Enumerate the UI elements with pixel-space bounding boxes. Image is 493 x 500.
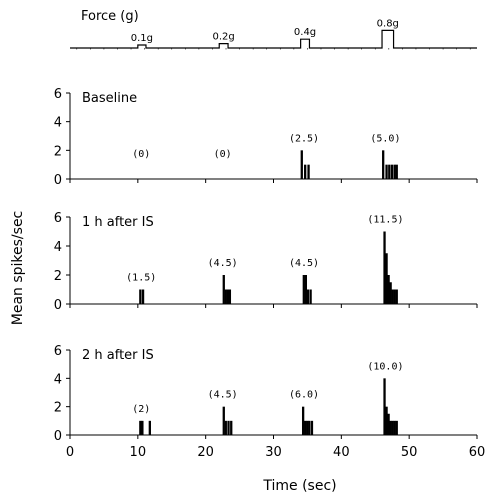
force-pulse-label: 0.1g bbox=[131, 33, 153, 44]
histogram-bar bbox=[393, 164, 396, 179]
histogram-bar bbox=[387, 275, 390, 304]
histogram-bar bbox=[304, 275, 308, 304]
y-tick-label: 0 bbox=[54, 429, 62, 444]
histogram-bar bbox=[139, 289, 142, 304]
force-pulse-label: 0.4g bbox=[294, 27, 316, 38]
histogram-bar bbox=[391, 420, 394, 435]
response-annotation: (4.5) bbox=[208, 258, 238, 269]
histogram-bar bbox=[387, 413, 390, 435]
histogram-bar bbox=[385, 253, 388, 304]
x-tick-label: 50 bbox=[401, 445, 418, 460]
histogram-bar bbox=[306, 289, 310, 304]
x-tick-label: 40 bbox=[333, 445, 350, 460]
response-annotation: (10.0) bbox=[367, 361, 403, 372]
response-annotation: (11.5) bbox=[367, 215, 403, 226]
histogram-bar bbox=[385, 164, 388, 179]
histogram-bar bbox=[226, 289, 229, 304]
force-trace-title: Force (g) bbox=[81, 9, 139, 24]
x-tick-label: 60 bbox=[469, 445, 486, 460]
histogram-bar bbox=[383, 378, 386, 435]
histogram-bar bbox=[395, 289, 398, 304]
histogram-bar bbox=[300, 150, 303, 179]
response-annotation: (6.0) bbox=[289, 390, 319, 401]
histogram-bar bbox=[224, 289, 227, 304]
histogram-bar bbox=[310, 420, 314, 435]
panel-1: 0 2 4 6 Baseline (0) (0) (2.5) (5.0) bbox=[54, 87, 478, 188]
histogram-bar bbox=[383, 231, 386, 304]
x-tick-label: 20 bbox=[197, 445, 214, 460]
histogram-bar bbox=[148, 420, 151, 435]
histogram-bar bbox=[393, 420, 396, 435]
histogram-bar bbox=[141, 289, 145, 304]
response-annotation: (4.5) bbox=[289, 258, 319, 269]
histogram-bar bbox=[230, 420, 233, 435]
histogram-bar bbox=[382, 150, 385, 179]
x-tick-label: 0 bbox=[66, 445, 74, 460]
y-tick-label: 0 bbox=[54, 173, 62, 188]
force-trace-line bbox=[70, 29, 477, 49]
y-tick-label: 6 bbox=[54, 211, 62, 226]
histogram-bar bbox=[309, 289, 312, 304]
force-pulse-label: 0.8g bbox=[377, 18, 399, 29]
x-axis-label: Time (sec) bbox=[262, 478, 336, 494]
panel-title: Baseline bbox=[82, 91, 137, 106]
histogram-bar bbox=[222, 406, 225, 435]
histogram-bar bbox=[306, 420, 309, 435]
response-annotation: (5.0) bbox=[370, 133, 400, 144]
y-tick-label: 6 bbox=[54, 87, 62, 102]
x-tick-label: 30 bbox=[265, 445, 282, 460]
spike-panels: 0 2 4 6 Baseline (0) (0) (2.5) (5.0) 0 2 4 6 1 h afte… bbox=[54, 87, 486, 460]
response-annotation: (2.5) bbox=[289, 133, 319, 144]
x-tick-label: 10 bbox=[130, 445, 147, 460]
response-annotation: (1.5) bbox=[126, 273, 156, 284]
histogram-bar bbox=[388, 164, 391, 179]
histogram-bar bbox=[385, 406, 388, 435]
response-annotation: (4.5) bbox=[208, 390, 238, 401]
histogram-bar bbox=[308, 420, 311, 435]
histogram-bar bbox=[304, 420, 307, 435]
histogram-bar bbox=[139, 420, 142, 435]
histogram-bar bbox=[389, 420, 392, 435]
histogram-bar bbox=[307, 164, 310, 179]
y-axis-label: Mean spikes/sec bbox=[10, 211, 26, 326]
histogram-bar bbox=[389, 282, 392, 304]
histogram-bar bbox=[222, 275, 225, 304]
response-annotation: (0) bbox=[214, 149, 232, 160]
histogram-bar bbox=[395, 420, 398, 435]
histogram-bar bbox=[228, 289, 232, 304]
histogram-bar bbox=[301, 406, 305, 435]
histogram-bar bbox=[393, 289, 396, 304]
y-tick-label: 2 bbox=[54, 144, 62, 159]
y-tick-label: 4 bbox=[54, 116, 62, 131]
panel-title: 2 h after IS bbox=[82, 348, 154, 363]
y-tick-label: 2 bbox=[54, 269, 62, 284]
response-annotation: (2) bbox=[132, 404, 150, 415]
histogram-bar bbox=[391, 289, 394, 304]
force-trace-panel: Force (g) 0.1g 0.2g 0.4g 0.8g bbox=[70, 9, 477, 50]
histogram-bar bbox=[224, 420, 227, 435]
y-tick-label: 6 bbox=[54, 344, 62, 359]
histogram-bar bbox=[390, 164, 394, 179]
histogram-bar bbox=[227, 420, 230, 435]
y-tick-label: 0 bbox=[54, 298, 62, 313]
histogram-bar bbox=[141, 420, 144, 435]
panel-title: 1 h after IS bbox=[82, 215, 154, 230]
force-pulse-label: 0.2g bbox=[213, 32, 235, 43]
y-tick-label: 2 bbox=[54, 401, 62, 416]
histogram-bar bbox=[395, 164, 398, 179]
y-tick-label: 4 bbox=[54, 372, 62, 387]
histogram-bar bbox=[304, 164, 307, 179]
panel-2: 0 2 4 6 1 h after IS (1.5) (4.5) (4.5) (11.5) bbox=[54, 211, 478, 313]
histogram-bar bbox=[302, 275, 305, 304]
y-tick-label: 4 bbox=[54, 240, 62, 255]
response-annotation: (0) bbox=[132, 149, 150, 160]
